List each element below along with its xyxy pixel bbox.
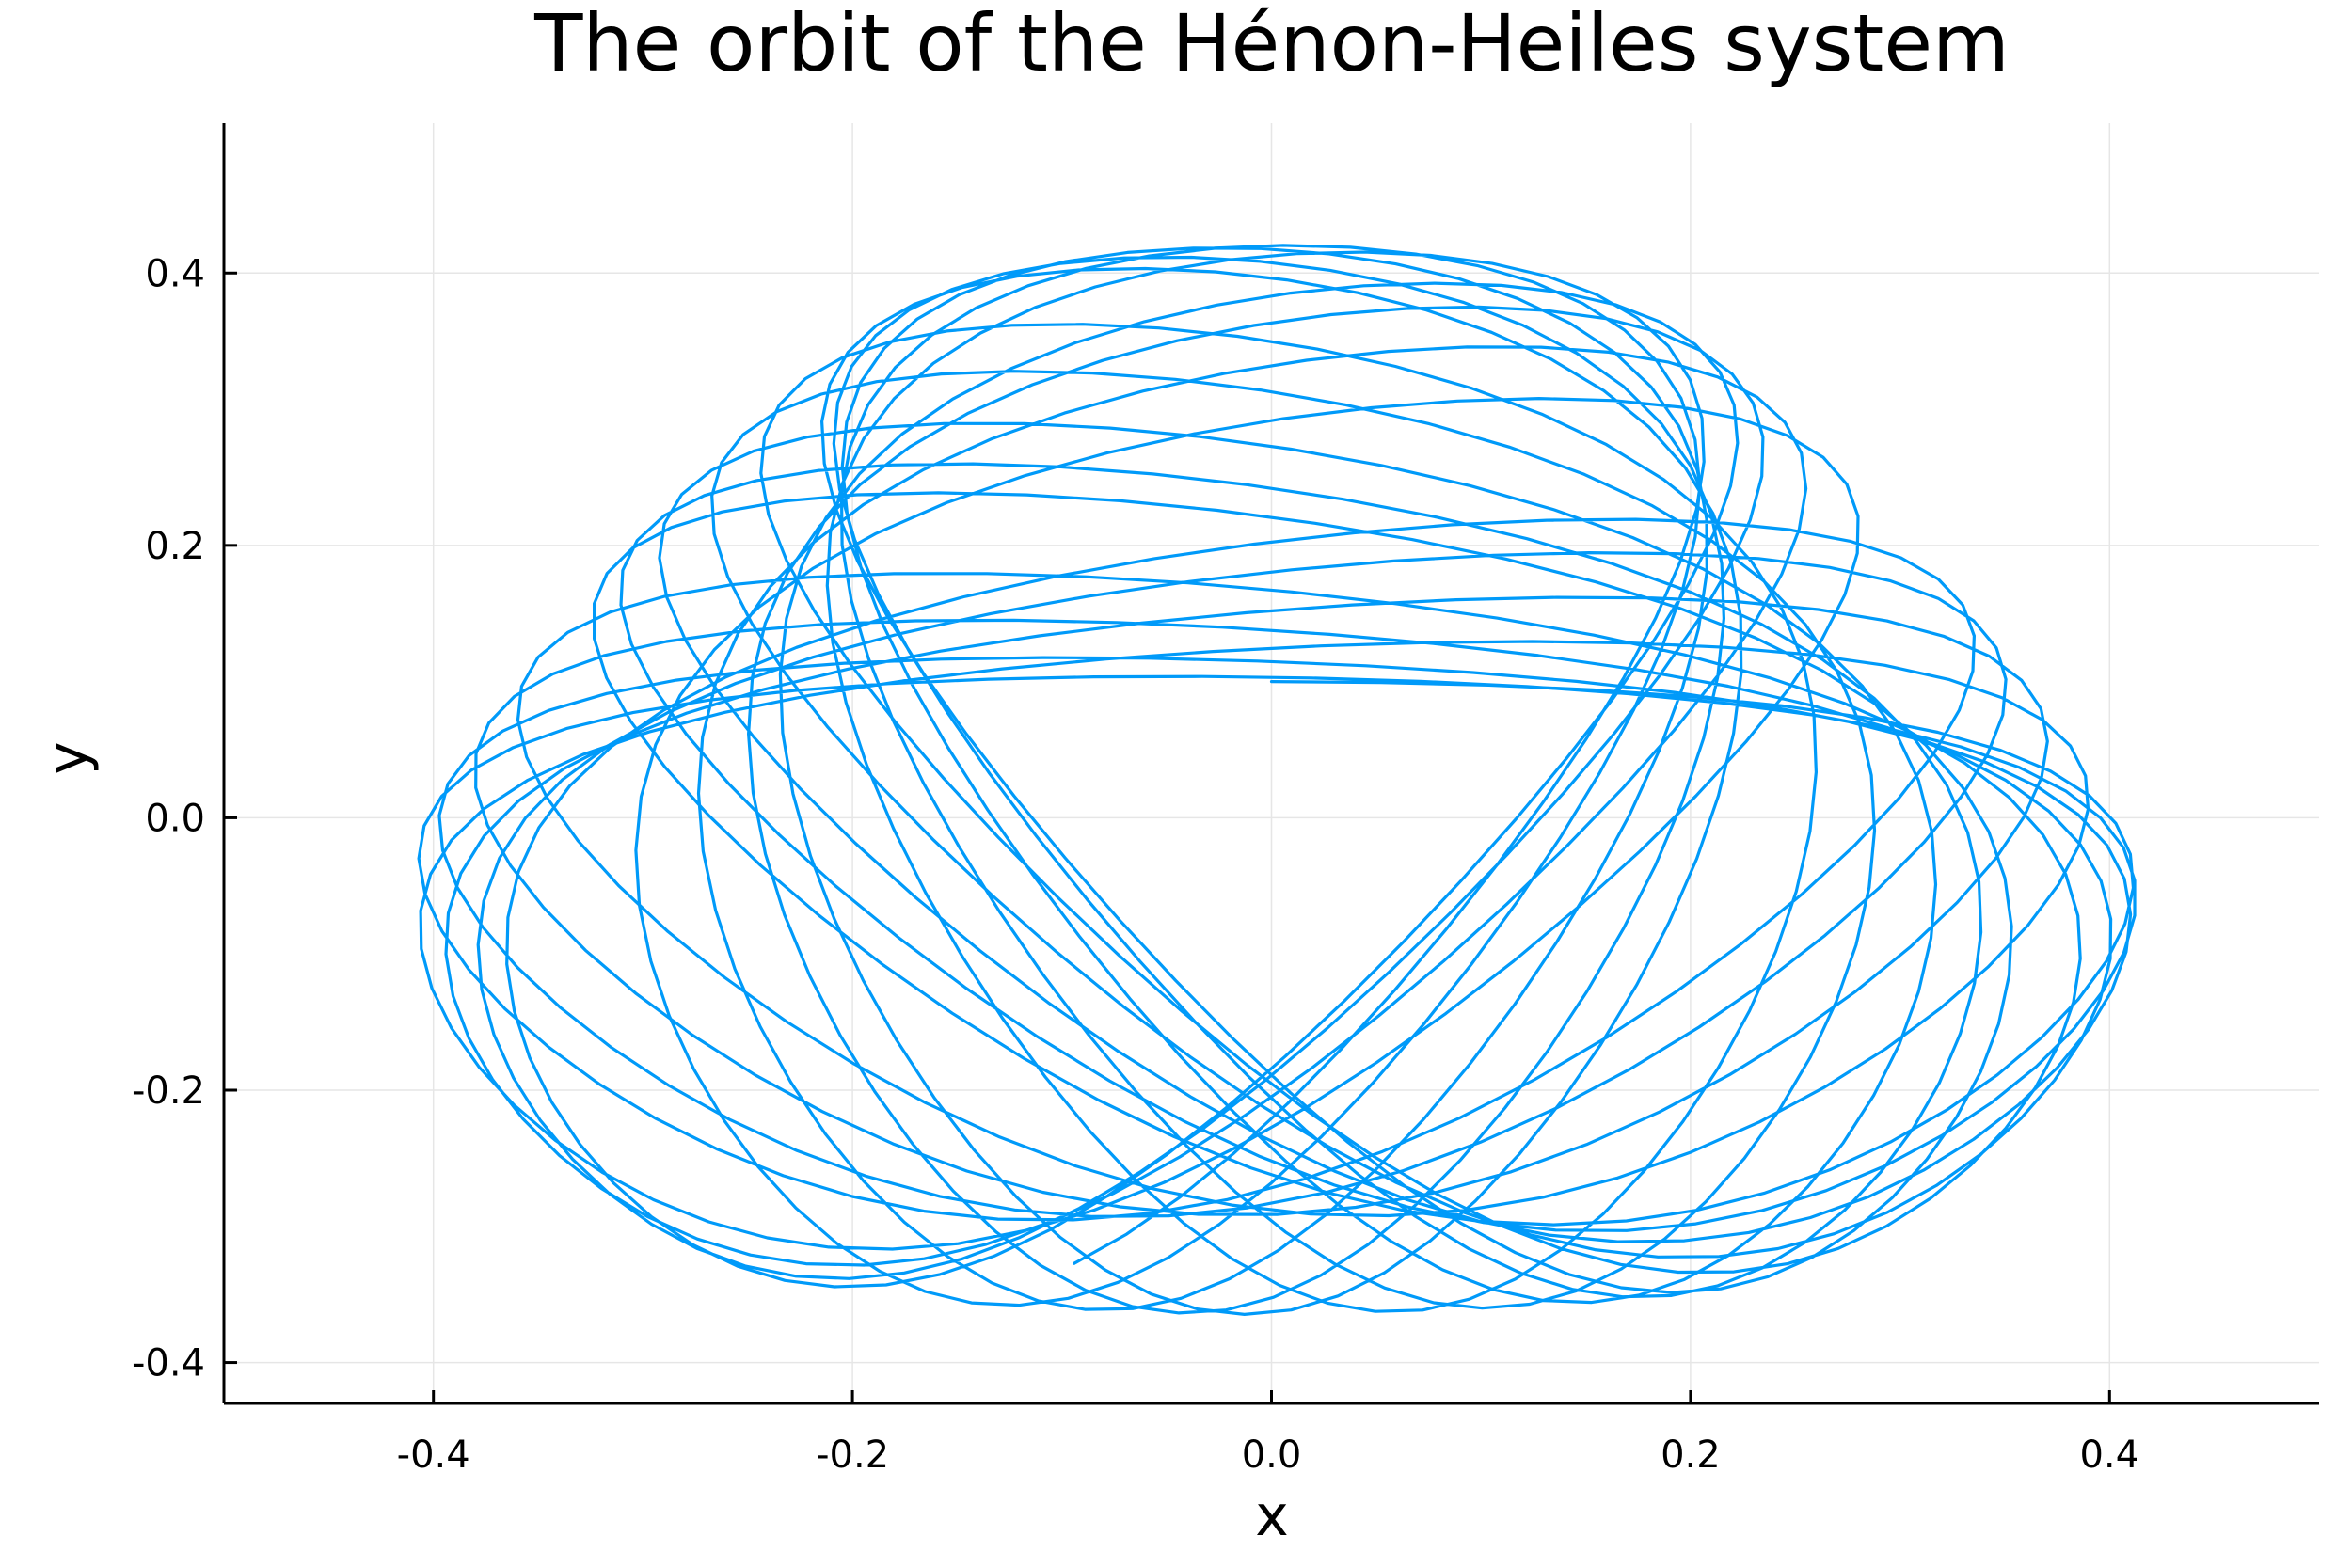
x-axis-label: x (1255, 1483, 1289, 1549)
y-tick-label: 0.2 (145, 525, 205, 568)
y-tick-label: 0.0 (145, 797, 205, 840)
orbit-series (417, 244, 2137, 1316)
y-axis-label: y (35, 741, 101, 775)
x-tick-label: -0.2 (816, 1433, 889, 1477)
y-tick-label: 0.4 (145, 252, 205, 295)
x-tick-label: 0.2 (1661, 1433, 1721, 1477)
x-tick-label: 0.4 (2079, 1433, 2139, 1477)
ticks: -0.4 -0.2 0.0 0.2 0.4 -0.4 -0.2 0.0 0.2 0.4 (132, 252, 2139, 1477)
grid (224, 123, 2319, 1403)
x-tick-label: -0.4 (397, 1433, 470, 1477)
x-tick-label: 0.0 (1242, 1433, 1302, 1477)
orbit-line (417, 244, 2137, 1316)
chart-title: The orbit of the Hénon-Heiles system (533, 0, 2010, 89)
y-tick-label: -0.4 (132, 1342, 205, 1386)
y-tick-label: -0.2 (132, 1069, 205, 1113)
